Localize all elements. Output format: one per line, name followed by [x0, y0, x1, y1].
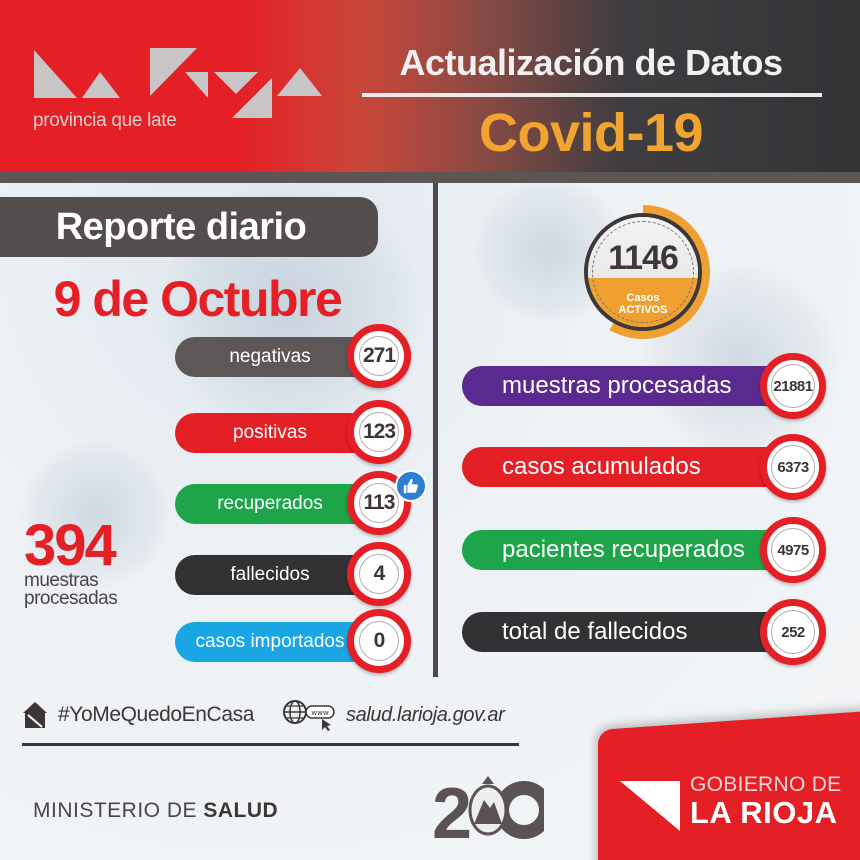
- stat-value: 113: [359, 483, 399, 523]
- globe-www-icon: www: [283, 700, 335, 731]
- stat-badge: 252: [760, 599, 826, 665]
- samples-total: 394: [24, 513, 117, 578]
- ministry-label: MINISTERIO DE SALUD: [33, 799, 278, 823]
- ministry-bold: SALUD: [203, 799, 279, 822]
- stat-value: 21881: [771, 364, 815, 408]
- stat-value: 123: [359, 412, 399, 452]
- stat-value: 4975: [771, 528, 815, 572]
- report-date: 9 de Octubre: [53, 271, 343, 327]
- gobierno-triangle-icon: [620, 781, 680, 831]
- column-divider: [433, 183, 438, 677]
- ministry-prefix: MINISTERIO DE: [33, 799, 204, 822]
- stat-value: 271: [359, 336, 399, 376]
- stat-label: casos importados: [175, 622, 365, 662]
- virus-illustration: [20, 440, 170, 590]
- bicentenario-200-logo: 2: [432, 774, 544, 842]
- page-subtitle: Covid-19: [478, 103, 704, 163]
- footer-divider: [22, 743, 519, 746]
- daily-report-title: Reporte diario: [0, 197, 378, 257]
- samples-label: muestras procesadas: [24, 570, 164, 609]
- active-cases-gauge: 1146 Casos ACTIVOS: [576, 205, 710, 339]
- svg-text:www: www: [311, 709, 328, 717]
- thumbs-up-icon: [395, 470, 427, 502]
- stat-value: 6373: [771, 445, 815, 489]
- samples-label-line2: procesadas: [24, 588, 118, 609]
- la-rioja-logo: [34, 48, 322, 118]
- header-banner: [0, 0, 860, 172]
- page-title: Actualización de Datos: [399, 42, 783, 83]
- stat-badge: 123: [347, 400, 411, 464]
- gov-line1: GOBIERNO DE: [690, 773, 842, 796]
- stat-label: total de fallecidos: [462, 612, 782, 652]
- active-cases-value: 1146: [608, 239, 679, 277]
- stat-badge: 271: [347, 324, 411, 388]
- logo-tagline: provincia que late: [33, 110, 177, 131]
- stat-label: recuperados: [175, 484, 365, 524]
- stat-badge: 4: [347, 542, 411, 606]
- gauge-circle: 1146 Casos ACTIVOS: [584, 213, 702, 331]
- stat-label: negativas: [175, 337, 365, 377]
- stat-label: positivas: [175, 413, 365, 453]
- stat-value: 4: [359, 554, 399, 594]
- active-cases-label-2: ACTIVOS: [618, 304, 668, 316]
- stat-label: muestras procesadas: [462, 366, 782, 406]
- samples-label-line1: muestras: [24, 570, 99, 591]
- stat-value: 252: [771, 610, 815, 654]
- hashtag-row: #YoMeQuedoEnCasa: [22, 700, 254, 730]
- stat-badge: 6373: [760, 434, 826, 500]
- svg-text:2: 2: [432, 774, 472, 842]
- stat-badge: 21881: [760, 353, 826, 419]
- title-underline: [362, 93, 822, 97]
- stat-label: pacientes recuperados: [462, 530, 782, 570]
- stat-badge: 0: [347, 609, 411, 673]
- gauge-dash-ring: [592, 221, 694, 323]
- active-cases-label-1: Casos: [626, 292, 660, 304]
- website-link[interactable]: salud.larioja.gov.ar: [346, 703, 505, 726]
- hashtag: #YoMeQuedoEnCasa: [58, 703, 254, 726]
- gov-line2: LA RIOJA: [690, 795, 838, 830]
- header-strip: [0, 172, 860, 183]
- website-row: www salud.larioja.gov.ar: [282, 700, 505, 731]
- stat-value: 0: [359, 621, 399, 661]
- stat-label: casos acumulados: [462, 447, 782, 487]
- house-icon: [23, 702, 47, 728]
- stat-badge: 4975: [760, 517, 826, 583]
- stat-label: fallecidos: [175, 555, 365, 595]
